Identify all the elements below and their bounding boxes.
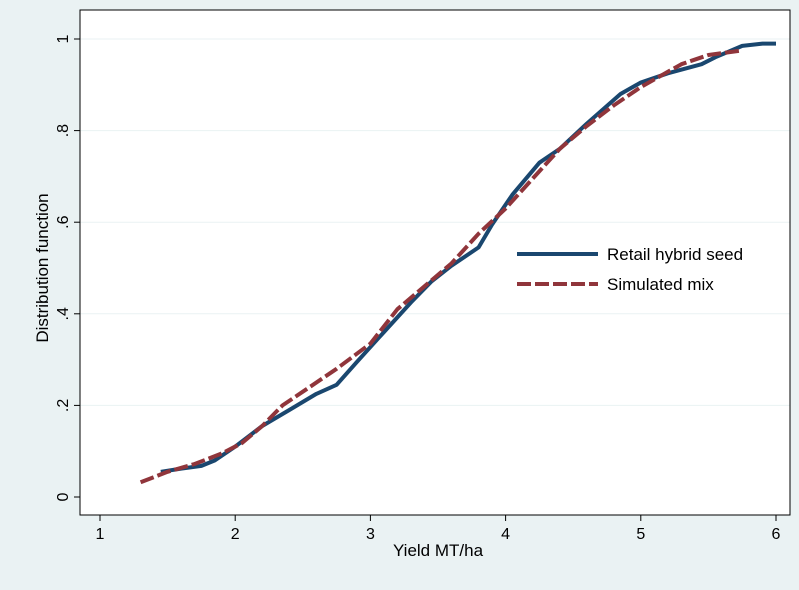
x-tick-label: 2 [231,526,240,543]
x-tick-label: 1 [96,526,105,543]
grid-lines [80,38,790,406]
legend: Retail hybrid seed Simulated mix [517,245,743,294]
y-tick-label: 0 [55,492,72,501]
y-tick-label: .4 [55,307,72,320]
y-axis-title: Distribution function [33,193,52,342]
plot-region [80,10,790,515]
legend-label-1: Retail hybrid seed [607,245,743,264]
x-tick-label: 3 [366,526,375,543]
series-line-2 [139,48,743,485]
x-axis-title: Yield MT/ha [393,541,484,560]
x-tick-label: 5 [636,526,645,543]
y-tick-label: 1 [55,34,72,43]
series-lines [139,41,776,485]
legend-label-2: Simulated mix [607,275,714,294]
x-tick-label: 6 [772,526,781,543]
y-tick-label: .2 [55,399,72,412]
x-tick-label: 4 [501,526,510,543]
axes: 0 .2 .4 .6 .8 1 1 2 3 4 5 6 [55,34,781,543]
y-tick-label: .8 [55,124,72,137]
plot-area-frame [79,9,791,516]
y-tick-label: .6 [55,215,72,228]
